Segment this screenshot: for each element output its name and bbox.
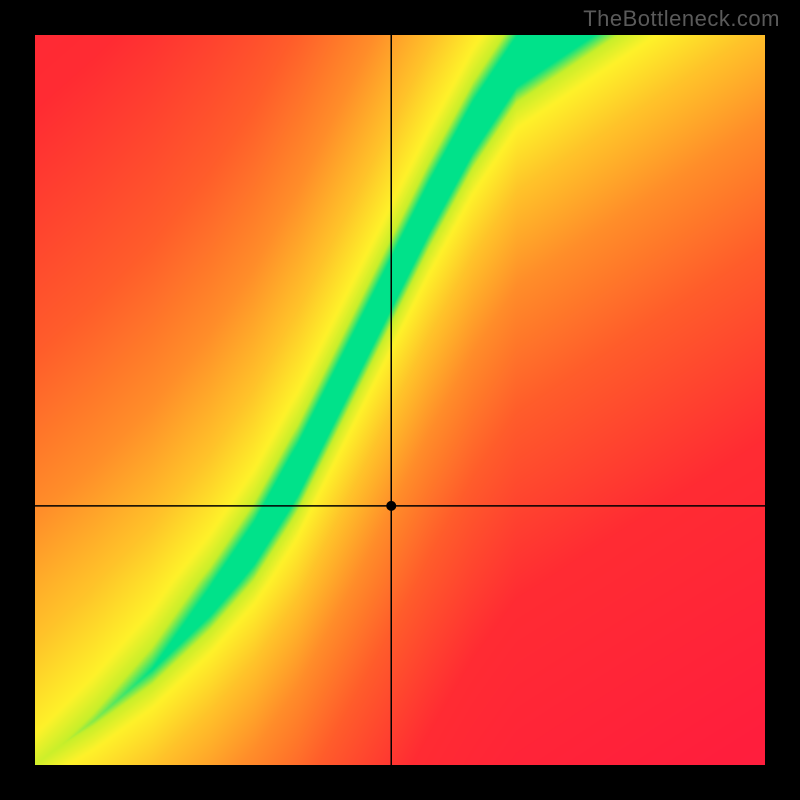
crosshair <box>35 35 765 765</box>
chart-frame: TheBottleneck.com <box>0 0 800 800</box>
watermark-text: TheBottleneck.com <box>583 6 780 32</box>
crosshair-overlay <box>35 35 765 765</box>
crosshair-dot <box>386 501 396 511</box>
